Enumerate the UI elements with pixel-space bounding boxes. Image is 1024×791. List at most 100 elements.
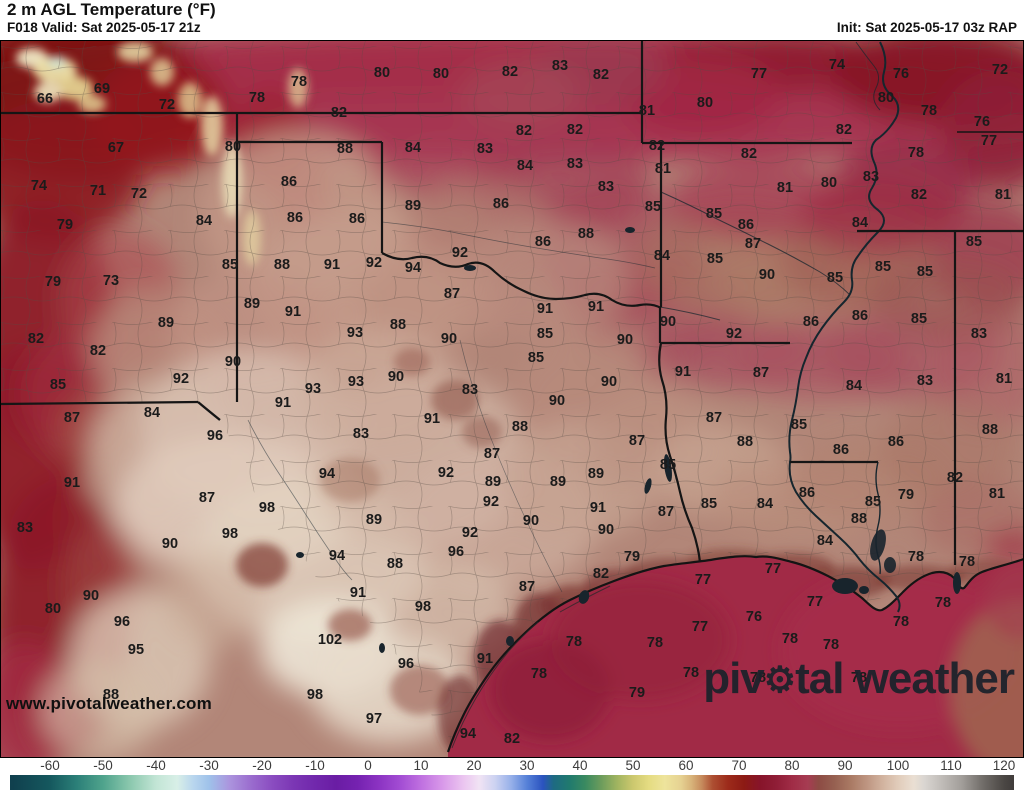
temperature-value: 90 bbox=[162, 536, 178, 552]
temperature-value: 84 bbox=[654, 248, 670, 264]
temperature-value: 83 bbox=[353, 426, 369, 442]
temperature-value: 88 bbox=[390, 317, 406, 333]
temperature-value: 93 bbox=[305, 381, 321, 397]
temperature-value: 82 bbox=[90, 343, 106, 359]
colorbar-tick: 30 bbox=[519, 758, 535, 773]
temperature-value: 97 bbox=[366, 711, 382, 727]
temperature-value: 86 bbox=[833, 442, 849, 458]
temperature-value: 76 bbox=[893, 66, 909, 82]
temperature-value: 84 bbox=[757, 496, 773, 512]
temperature-value: 90 bbox=[225, 354, 241, 370]
map-header: 2 m AGL Temperature (°F) F018 Valid: Sat… bbox=[0, 0, 1024, 40]
temperature-value: 87 bbox=[629, 433, 645, 449]
temperature-value: 85 bbox=[537, 326, 553, 342]
colorbar-tick-labels: -60 -50 -40 -30 -20 -10 0 10 20 30 40 50 60 70 80 90 100… bbox=[0, 758, 1024, 775]
colorbar-tick: 80 bbox=[784, 758, 800, 773]
temperature-value: 90 bbox=[598, 522, 614, 538]
temperature-value: 91 bbox=[590, 500, 606, 516]
temperature-value: 93 bbox=[348, 374, 364, 390]
watermark: www.pivotalweather.com bbox=[6, 694, 212, 713]
temperature-value: 89 bbox=[244, 296, 260, 312]
temperature-value: 81 bbox=[639, 103, 655, 119]
temperature-value: 88 bbox=[103, 687, 119, 703]
init-time: Init: Sat 2025-05-17 03z RAP bbox=[836, 20, 1017, 35]
temperature-value: 78 bbox=[750, 670, 766, 686]
temperature-value: 78 bbox=[935, 595, 951, 611]
temperature-value: 86 bbox=[888, 434, 904, 450]
temperature-value: 71 bbox=[90, 183, 106, 199]
temperature-value: 95 bbox=[128, 642, 144, 658]
temperature-value: 88 bbox=[337, 141, 353, 157]
colorbar bbox=[10, 775, 1014, 790]
temperature-value: 72 bbox=[131, 186, 147, 202]
temperature-value: 85 bbox=[50, 377, 66, 393]
temperature-value: 85 bbox=[917, 264, 933, 280]
temperature-value: 83 bbox=[17, 520, 33, 536]
temperature-value: 88 bbox=[578, 226, 594, 242]
temperature-value: 78 bbox=[908, 145, 924, 161]
temperature-value: 92 bbox=[366, 255, 382, 271]
temperature-value: 92 bbox=[438, 465, 454, 481]
temperature-value: 82 bbox=[593, 566, 609, 582]
temperature-value: 74 bbox=[829, 57, 845, 73]
temperature-value: 87 bbox=[199, 490, 215, 506]
temperature-value: 85 bbox=[911, 311, 927, 327]
temperature-value: 98 bbox=[307, 687, 323, 703]
colorbar-tick: -50 bbox=[93, 758, 113, 773]
temperature-value: 85 bbox=[865, 494, 881, 510]
temperature-value: 85 bbox=[701, 496, 717, 512]
temperature-value: 88 bbox=[274, 257, 290, 273]
temperature-value: 89 bbox=[588, 466, 604, 482]
rivers bbox=[247, 41, 901, 613]
gear-icon: ⚙ bbox=[763, 659, 796, 700]
temperature-value: 92 bbox=[483, 494, 499, 510]
temperature-value: 82 bbox=[593, 67, 609, 83]
colorbar-tick: 70 bbox=[731, 758, 747, 773]
temperature-value: 79 bbox=[629, 685, 645, 701]
temperature-value: 77 bbox=[692, 619, 708, 635]
temperature-value: 72 bbox=[159, 97, 175, 113]
temperature-value: 86 bbox=[799, 485, 815, 501]
temperature-value: 86 bbox=[852, 308, 868, 324]
temperature-value: 90 bbox=[388, 369, 404, 385]
temperature-value: 79 bbox=[57, 217, 73, 233]
temperature-value: 89 bbox=[405, 198, 421, 214]
temperature-value: 93 bbox=[347, 325, 363, 341]
temperature-value: 80 bbox=[45, 601, 61, 617]
temperature-value: 82 bbox=[504, 731, 520, 747]
temperature-value: 66 bbox=[37, 91, 53, 107]
colorbar-tick: 0 bbox=[364, 758, 372, 773]
temperature-value: 86 bbox=[493, 196, 509, 212]
temperature-value: 89 bbox=[550, 474, 566, 490]
temperature-value: 96 bbox=[448, 544, 464, 560]
temperature-value: 77 bbox=[807, 594, 823, 610]
temperature-value: 91 bbox=[275, 395, 291, 411]
temperature-value: 85 bbox=[706, 206, 722, 222]
colorbar-tick: 10 bbox=[413, 758, 429, 773]
colorbar-tick: -10 bbox=[305, 758, 325, 773]
temperature-value: 84 bbox=[405, 140, 421, 156]
colorbar-tick: 50 bbox=[625, 758, 641, 773]
temperature-value: 83 bbox=[971, 326, 987, 342]
temperature-value: 94 bbox=[319, 466, 335, 482]
colorbar-tick: 100 bbox=[886, 758, 910, 773]
colorbar-tick: 20 bbox=[466, 758, 482, 773]
temperature-value: 87 bbox=[484, 446, 500, 462]
colorbar-tick: 40 bbox=[572, 758, 588, 773]
temperature-value: 82 bbox=[567, 122, 583, 138]
temperature-value: 84 bbox=[852, 215, 868, 231]
temperature-value: 76 bbox=[974, 114, 990, 130]
temperature-value: 82 bbox=[331, 105, 347, 121]
temperature-value: 87 bbox=[519, 579, 535, 595]
temperature-value: 76 bbox=[746, 609, 762, 625]
colorbar-tick: -30 bbox=[199, 758, 219, 773]
temperature-value: 90 bbox=[617, 332, 633, 348]
temperature-value: 81 bbox=[777, 180, 793, 196]
temperature-value: 85 bbox=[791, 417, 807, 433]
temperature-value: 78 bbox=[566, 634, 582, 650]
temperature-value: 77 bbox=[751, 66, 767, 82]
temperature-value: 81 bbox=[989, 486, 1005, 502]
temperature-value: 88 bbox=[982, 422, 998, 438]
temperature-value: 83 bbox=[917, 373, 933, 389]
